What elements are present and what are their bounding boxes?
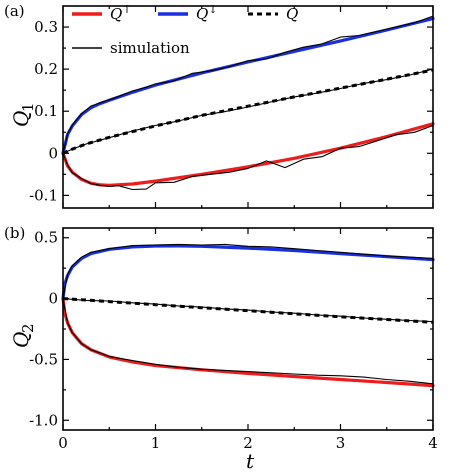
panel-a: -0.1 0 0.1 0.2 0.3 (29, 5, 435, 209)
y-tick-label-b-3: 0.5 (34, 229, 58, 247)
x-tick-label-b-4: 4 (428, 434, 438, 452)
y-axis-label-b-main: Q (9, 332, 33, 348)
y-axis-label-a: Q 1 (9, 102, 37, 127)
legend-label-2: Q (286, 5, 298, 23)
series-a-simulation-3 (62, 124, 434, 191)
panel-label-a: (a) (4, 2, 25, 20)
y-tick-label-a-2: 0.1 (34, 102, 58, 120)
series-a-q-up (61, 122, 435, 187)
x-tick-label-b-1: 1 (151, 434, 161, 452)
y-tick-label-a-1: 0 (48, 144, 58, 162)
legend-label-0: Q↑ (110, 3, 132, 23)
legend-label-sup-1: ↓ (208, 3, 217, 16)
y-tick-label-b-2: 0 (48, 290, 58, 308)
x-tick-label-b-2: 2 (243, 434, 253, 452)
series-b-simulation-5 (62, 298, 434, 323)
x-axis-label: t (246, 449, 255, 473)
legend-label-3: simulation (110, 39, 190, 57)
y-axis-label-b-sub: 2 (19, 323, 37, 333)
series-b-simulation-3 (62, 243, 434, 300)
legend-label-1: Q↓ (196, 3, 218, 23)
y-tick-label-a-3: 0.2 (34, 60, 58, 78)
x-tick-label-b-3: 3 (336, 434, 346, 452)
panel-b: 0 1 2 3 4 -1.0 -0.5 0 0.5 (29, 227, 438, 452)
series-a-simulation-4 (62, 15, 434, 154)
y-tick-label-a-0: -0.1 (29, 186, 58, 204)
y-axis-label-b: Q 2 (9, 323, 37, 348)
y-tick-label-b-0: -1.0 (29, 411, 58, 429)
x-tick-label-b-0: 0 (58, 434, 68, 452)
y-tick-label-b-1: -0.5 (29, 350, 58, 368)
y-axis-label-a-main: Q (9, 111, 33, 127)
panel-label-b: (b) (4, 224, 25, 242)
series-a-simulation-5 (62, 68, 434, 154)
series-b-q-up (61, 297, 435, 388)
series-b-simulation-4 (62, 298, 434, 385)
series-b-q-down (61, 244, 435, 301)
legend-label-sup-0: ↑ (122, 3, 131, 16)
y-axis-label-a-sub: 1 (19, 102, 37, 112)
plot-frame-b (62, 227, 434, 431)
y-tick-label-a-4: 0.3 (34, 18, 58, 36)
